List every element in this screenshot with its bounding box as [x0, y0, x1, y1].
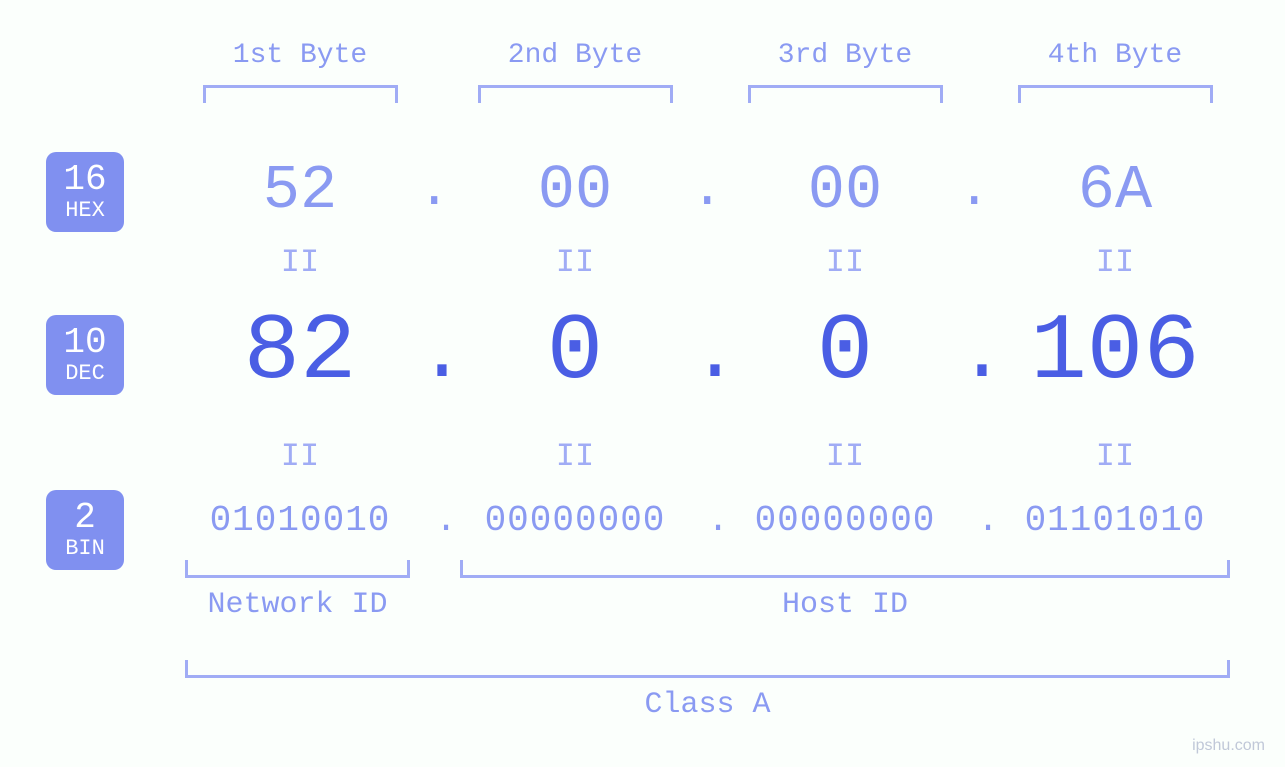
- byte-header-3: 3rd Byte: [735, 40, 955, 71]
- byte-header-1: 1st Byte: [190, 40, 410, 71]
- badge-dec-name: DEC: [46, 363, 124, 385]
- bin-byte-1: 01010010: [170, 500, 430, 541]
- dec-byte-2: 0: [445, 300, 705, 406]
- hex-byte-3: 00: [735, 155, 955, 226]
- hex-byte-2: 00: [465, 155, 685, 226]
- equals-dec-bin-1: II: [270, 438, 330, 475]
- badge-hex: 16 HEX: [46, 152, 124, 232]
- badge-dec: 10 DEC: [46, 315, 124, 395]
- dec-byte-3: 0: [715, 300, 975, 406]
- badge-bin-name: BIN: [46, 538, 124, 560]
- hex-byte-1: 52: [190, 155, 410, 226]
- hex-byte-4: 6A: [1005, 155, 1225, 226]
- equals-hex-dec-3: II: [815, 244, 875, 281]
- top-bracket-2: [478, 85, 673, 103]
- badge-bin-base: 2: [46, 500, 124, 536]
- byte-header-4: 4th Byte: [1005, 40, 1225, 71]
- bin-byte-2: 00000000: [445, 500, 705, 541]
- badge-hex-name: HEX: [46, 200, 124, 222]
- top-bracket-1: [203, 85, 398, 103]
- badge-hex-base: 16: [46, 162, 124, 198]
- dec-byte-1: 82: [170, 300, 430, 406]
- bin-byte-3: 00000000: [715, 500, 975, 541]
- network-id-bracket: [185, 560, 410, 578]
- equals-dec-bin-4: II: [1085, 438, 1145, 475]
- dec-dot-1: .: [418, 310, 448, 401]
- class-bracket: [185, 660, 1230, 678]
- watermark: ipshu.com: [1192, 737, 1265, 755]
- top-bracket-3: [748, 85, 943, 103]
- equals-hex-dec-2: II: [545, 244, 605, 281]
- hex-dot-3: .: [958, 160, 988, 221]
- equals-hex-dec-1: II: [270, 244, 330, 281]
- hex-dot-2: .: [691, 160, 721, 221]
- network-id-label: Network ID: [185, 588, 410, 622]
- equals-dec-bin-3: II: [815, 438, 875, 475]
- dec-byte-4: 106: [985, 300, 1245, 406]
- equals-hex-dec-4: II: [1085, 244, 1145, 281]
- badge-dec-base: 10: [46, 325, 124, 361]
- dec-dot-3: .: [958, 310, 988, 401]
- byte-header-2: 2nd Byte: [465, 40, 685, 71]
- top-bracket-4: [1018, 85, 1213, 103]
- bin-byte-4: 01101010: [985, 500, 1245, 541]
- host-id-label: Host ID: [460, 588, 1230, 622]
- class-label: Class A: [185, 688, 1230, 722]
- host-id-bracket: [460, 560, 1230, 578]
- equals-dec-bin-2: II: [545, 438, 605, 475]
- hex-dot-1: .: [418, 160, 448, 221]
- badge-bin: 2 BIN: [46, 490, 124, 570]
- ip-diagram: 1st Byte 2nd Byte 3rd Byte 4th Byte 16 H…: [0, 0, 1285, 767]
